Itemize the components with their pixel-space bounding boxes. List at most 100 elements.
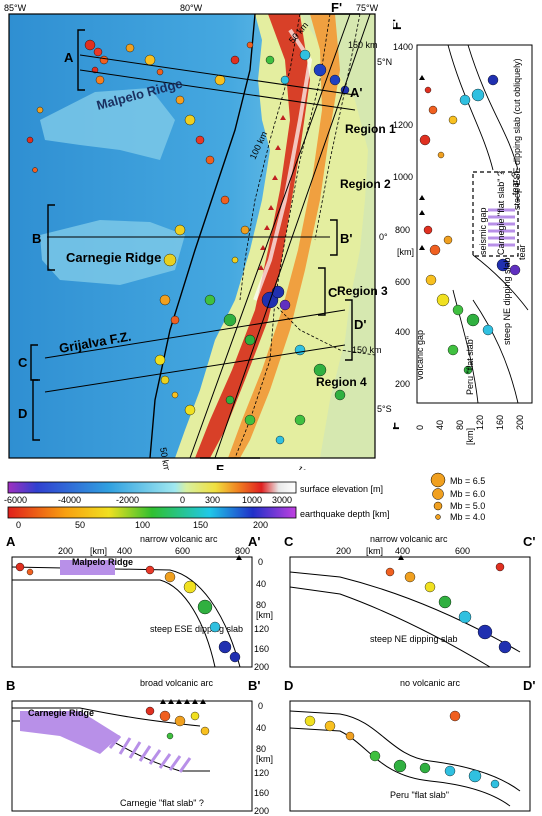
c-xtick-400: 400 <box>395 546 410 556</box>
c-xtick-600: 600 <box>455 546 470 556</box>
b-right-letter: B' <box>248 678 260 693</box>
map-panel: 85°W 80°W 75°W 5°N 0° 5°S Region 1 Regio… <box>4 0 396 470</box>
elevation-colorbar-label: surface elevation [m] <box>300 484 383 494</box>
f-letter: F <box>393 422 402 430</box>
b-ytick-200: 200 <box>254 806 269 816</box>
c-right-letter: C' <box>523 534 535 549</box>
f-section-dots <box>419 74 521 375</box>
elev-tick-1: -6000 <box>4 495 27 505</box>
a-xtick-800: 800 <box>235 546 250 556</box>
elev-tick-7: 3000 <box>272 495 292 505</box>
f-xtick-160: 160 <box>495 415 505 430</box>
lon-label-85w: 85°W <box>4 3 27 13</box>
f-ytick-1000: 1000 <box>393 172 413 182</box>
b-ytick-40: 40 <box>256 723 266 733</box>
a-ytick-80: 80 <box>256 600 266 610</box>
f-prime-letter: F' <box>393 19 404 30</box>
depth-tick-200: 200 <box>253 520 268 530</box>
f-note-steep-ese: steep ESE dipping slab (cut obliquely) <box>512 58 522 210</box>
b-ytick-80: 80 <box>256 744 266 754</box>
section-c-panel: steep NE dipping slab C C' narrow volcan… <box>284 534 535 668</box>
d-left-letter: D <box>284 678 293 693</box>
c-arc-label: narrow volcanic arc <box>370 534 448 544</box>
a-ytick-200: 200 <box>254 662 269 672</box>
f-xtick-40: 40 <box>435 420 445 430</box>
region-2-label: Region 2 <box>340 177 391 191</box>
b-yunit: [km] <box>256 754 273 764</box>
a-ytick-40: 40 <box>256 579 266 589</box>
map-frame <box>8 13 376 459</box>
contour-label-150: 150 km <box>348 40 378 50</box>
mag-label-50: Mb = 5.0 <box>450 501 485 511</box>
elev-tick-3: -2000 <box>116 495 139 505</box>
a-xtick-400: 400 <box>117 546 132 556</box>
elev-tick-6: 1000 <box>242 495 262 505</box>
f-volcano-triangles <box>419 75 425 250</box>
f-xtick-200: 200 <box>515 415 525 430</box>
b-ytick-0: 0 <box>258 701 263 711</box>
b-arc-label: broad volcanic arc <box>140 678 214 688</box>
b-ytick-160: 160 <box>254 788 269 798</box>
section-a-panel: Malpelo Ridge steep ESE dipping slab A A… <box>6 534 260 668</box>
section-letter-f: F <box>216 462 224 470</box>
volcano-triangles <box>258 115 286 270</box>
region-1-label: Region 1 <box>345 122 396 136</box>
d-right-letter: D' <box>523 678 535 693</box>
mag-label-40: Mb = 4.0 <box>450 512 485 522</box>
section-letter-d-prime: D' <box>354 317 366 332</box>
contour-label-150-south: 150 km <box>352 345 382 355</box>
region-4-label: Region 4 <box>316 375 367 389</box>
elevation-colorbar <box>7 481 297 494</box>
c-left-letter: C <box>284 534 294 549</box>
a-xunit: [km] <box>90 546 107 556</box>
b-left-letter: B <box>6 678 15 693</box>
lat-label-0: 0° <box>379 232 388 242</box>
f-note-volcanic-gap: volcanic gap <box>415 330 425 380</box>
f-ylabel-km: [km] <box>397 247 414 257</box>
f-flat-slab-hatch <box>488 208 515 247</box>
slab-contours <box>149 13 376 459</box>
contour-label-50-south: 50 km <box>158 447 172 470</box>
section-letter-c-prime: C' <box>328 285 340 300</box>
section-letter-c: C <box>18 355 28 370</box>
f-xtick-120: 120 <box>475 415 485 430</box>
b-note-flat-slab: Carnegie "flat slab" ? <box>120 798 204 808</box>
lat-label-5n: 5°N <box>377 57 392 67</box>
magnitude-legend <box>430 472 446 520</box>
a-yunit: [km] <box>256 610 273 620</box>
a-ytick-160: 160 <box>254 644 269 654</box>
section-letter-a-prime: A' <box>350 85 362 100</box>
d-arc-label: no volcanic arc <box>400 678 461 688</box>
f-ytick-1400: 1400 <box>393 42 413 52</box>
elev-tick-5: 300 <box>205 495 220 505</box>
a-ytick-120: 120 <box>254 624 269 634</box>
section-b-panel: Carnegie Ridge Carnegie "flat slab" ? B … <box>6 678 260 812</box>
a-xtick-600: 600 <box>175 546 190 556</box>
elev-tick-4: 0 <box>180 495 185 505</box>
c-note-steep-ne: steep NE dipping slab <box>370 634 458 644</box>
f-ytick-400: 400 <box>395 327 410 337</box>
section-letter-d: D <box>18 406 27 421</box>
b-yaxis: 0 40 80 [km] 120 160 200 <box>254 701 273 816</box>
lon-label-75w: 75°W <box>356 3 379 13</box>
f-ytick-1200: 1200 <box>393 120 413 130</box>
depth-tick-50: 50 <box>75 520 85 530</box>
c-xunit: [km] <box>366 546 383 556</box>
mag-label-60: Mb = 6.0 <box>450 489 485 499</box>
b-note-carnegie-ridge: Carnegie Ridge <box>28 708 94 718</box>
f-note-tear: tear <box>517 244 527 260</box>
depth-colorbar-label: earthquake depth [km] <box>300 509 390 519</box>
f-note-steep-ne: steep NE dipping slab <box>502 257 512 345</box>
a-right-letter: A' <box>248 534 260 549</box>
lat-label-5s: 5°S <box>377 404 392 414</box>
f-note-peru-flat: Peru "flat slab" <box>465 336 475 395</box>
f-ytick-800: 800 <box>395 225 410 235</box>
c-xtick-200: 200 <box>336 546 351 556</box>
f-xlabel-km: [km] <box>465 428 475 445</box>
f-ytick-600: 600 <box>395 277 410 287</box>
f-note-seismic-gap: seismic gap <box>478 207 488 255</box>
a-ytick-0: 0 <box>258 557 263 567</box>
depth-tick-100: 100 <box>135 520 150 530</box>
section-letter-b: B <box>32 231 41 246</box>
a-note-malpelo: Malpelo Ridge <box>72 557 133 567</box>
